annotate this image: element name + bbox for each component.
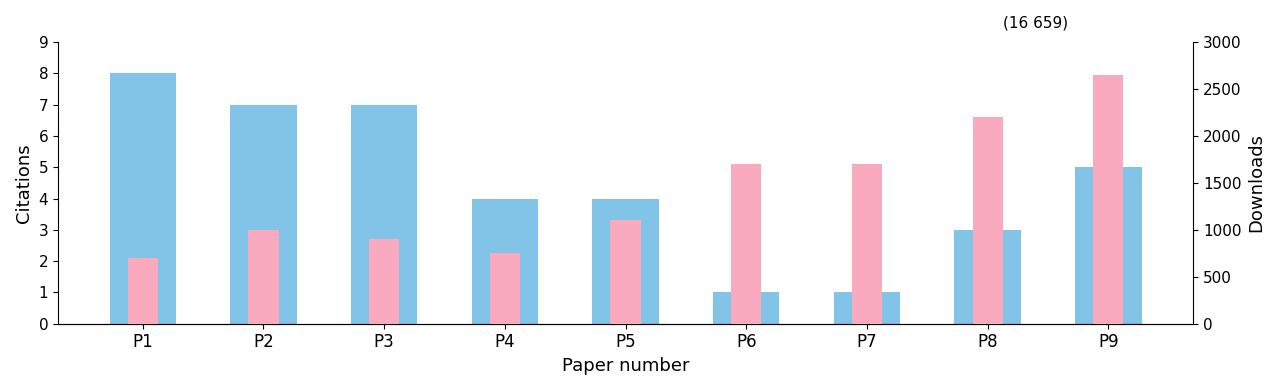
Bar [248,230,279,324]
X-axis label: Paper number: Paper number [562,357,690,375]
Bar [472,199,538,324]
Bar [351,105,417,324]
Bar [490,253,520,324]
Bar [110,73,177,324]
Bar [1093,75,1124,324]
Bar [611,220,641,324]
Bar [731,164,762,324]
Text: (16 659): (16 659) [1004,16,1069,31]
Bar [973,117,1002,324]
Y-axis label: Citations: Citations [15,143,33,223]
Y-axis label: Downloads: Downloads [1247,133,1265,232]
Bar [713,292,780,324]
Bar [369,239,399,324]
Bar [833,292,900,324]
Bar [593,199,659,324]
Bar [230,105,297,324]
Bar [852,164,882,324]
Bar [955,230,1021,324]
Bar [128,258,157,324]
Bar [1075,167,1142,324]
